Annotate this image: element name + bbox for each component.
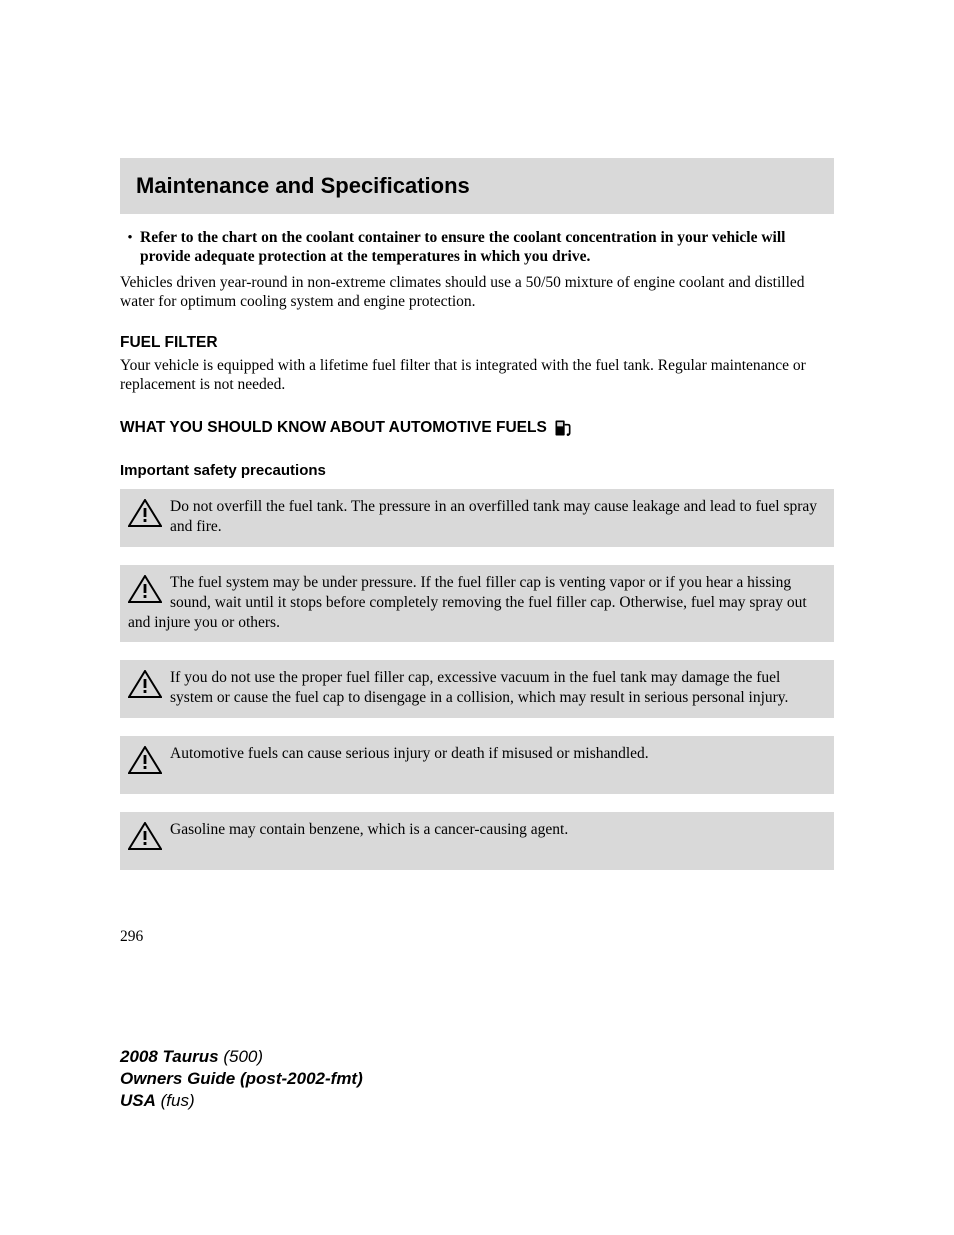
warning-box: If you do not use the proper fuel filler…: [120, 660, 834, 718]
warning-icon: [128, 746, 162, 774]
paragraph-fuel-filter: Your vehicle is equipped with a lifetime…: [120, 356, 834, 395]
bullet-text: Refer to the chart on the coolant contai…: [140, 228, 834, 267]
warning-text: The fuel system may be under pressure. I…: [128, 574, 807, 631]
footer-model-code: (500): [223, 1047, 263, 1066]
footer-model: 2008 Taurus: [120, 1047, 219, 1066]
page-number: 296: [120, 928, 143, 946]
heading-fuels-row: WHAT YOU SHOULD KNOW ABOUT AUTOMOTIVE FU…: [120, 418, 834, 438]
fuel-pump-icon: [553, 418, 573, 438]
footer-line-3: USA (fus): [120, 1090, 363, 1112]
footer-block: 2008 Taurus (500) Owners Guide (post-200…: [120, 1046, 363, 1112]
footer-region-code: (fus): [161, 1091, 195, 1110]
bullet-marker: •: [120, 228, 140, 267]
warning-icon: [128, 670, 162, 698]
heading-fuel-filter: FUEL FILTER: [120, 334, 834, 352]
footer-line-2: Owners Guide (post-2002-fmt): [120, 1068, 363, 1090]
warning-icon: [128, 822, 162, 850]
warning-text: If you do not use the proper fuel filler…: [170, 669, 788, 706]
warning-box: The fuel system may be under pressure. I…: [120, 565, 834, 642]
page-content: • Refer to the chart on the coolant cont…: [120, 224, 834, 870]
manual-page: Maintenance and Specifications • Refer t…: [0, 0, 954, 1235]
warning-icon: [128, 499, 162, 527]
warning-icon: [128, 575, 162, 603]
warning-text: Automotive fuels can cause serious injur…: [170, 745, 649, 762]
subheading-safety: Important safety precautions: [120, 462, 834, 479]
footer-region: USA: [120, 1091, 156, 1110]
bullet-item: • Refer to the chart on the coolant cont…: [120, 228, 834, 267]
section-title: Maintenance and Specifications: [136, 173, 470, 199]
footer-line-1: 2008 Taurus (500): [120, 1046, 363, 1068]
warning-text: Gasoline may contain benzene, which is a…: [170, 821, 568, 838]
heading-fuels: WHAT YOU SHOULD KNOW ABOUT AUTOMOTIVE FU…: [120, 419, 547, 437]
paragraph-coolant-mix: Vehicles driven year-round in non-extrem…: [120, 273, 834, 312]
warning-box: Do not overfill the fuel tank. The press…: [120, 489, 834, 547]
warning-box: Gasoline may contain benzene, which is a…: [120, 812, 834, 870]
warning-text: Do not overfill the fuel tank. The press…: [170, 498, 817, 535]
warning-box: Automotive fuels can cause serious injur…: [120, 736, 834, 794]
section-header-band: Maintenance and Specifications: [120, 158, 834, 214]
